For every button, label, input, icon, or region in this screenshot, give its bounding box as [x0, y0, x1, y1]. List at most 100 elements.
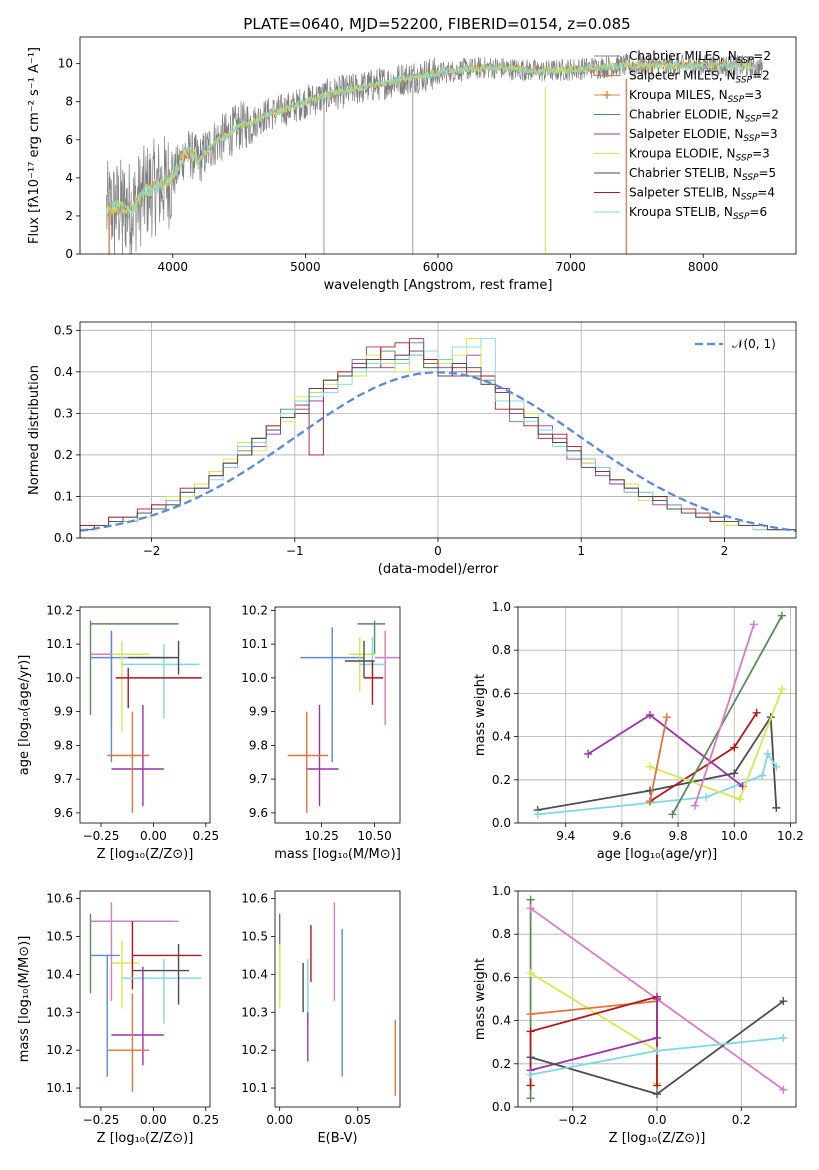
x-axis-label: (data-model)/error [378, 562, 499, 577]
error-bar-point [300, 627, 364, 763]
error-bar-point [374, 630, 400, 726]
legend-label: Salpeter STELIB, NSSP=4 [629, 186, 775, 203]
plot-area-hist [80, 322, 796, 538]
y-tick-label: 10 [58, 57, 73, 71]
panel-hist: −2 −1 0 1 2 0.0 0.1 0.2 0.3 0.4 0.5 (data-model)/er… [27, 321, 797, 577]
error-bar-point [107, 711, 150, 813]
weight-marker [730, 743, 739, 752]
y-tick-label: 10.1 [241, 637, 268, 651]
y-tick-label: 10.1 [241, 1081, 268, 1095]
y-tick-label: 0.1 [54, 489, 73, 503]
weight-marker [526, 1070, 535, 1079]
y-axis-label: mass weight [473, 674, 488, 756]
plot-area-age_z [89, 620, 202, 813]
y-tick-label: 10.2 [241, 1043, 268, 1057]
y-axis-label: mass [log₁₀(M/M⊙)] [17, 936, 32, 1063]
x-tick-label: −0.25 [83, 829, 120, 843]
plot-area-mw_age [518, 607, 796, 823]
weight-marker [653, 995, 661, 1003]
legend-label: 𝒩(0, 1) [732, 337, 776, 351]
histogram-step [80, 350, 796, 538]
x-axis-label: age [log₁₀(age/yr)] [597, 847, 718, 862]
axes-frame [79, 36, 797, 255]
legend-label: Chabrier STELIB, NSSP=5 [629, 166, 776, 183]
error-bar-point [111, 966, 164, 1066]
y-tick-label: 2 [65, 209, 73, 223]
weight-marker [526, 1010, 535, 1019]
y-tick-label: 9.6 [54, 806, 73, 820]
y-axis-label: mass weight [473, 958, 488, 1040]
y-tick-label: 0.8 [492, 643, 511, 657]
weight-marker [772, 803, 781, 812]
x-tick-label: 10.25 [304, 829, 338, 843]
weight-marker [653, 1090, 661, 1099]
weight-marker [777, 685, 786, 694]
weight-series [690, 620, 758, 810]
y-tick-label: 0.2 [492, 1057, 511, 1071]
y-axis-label: Flux [fλ10⁻¹⁷ erg cm⁻² s⁻¹ A⁻¹] [27, 47, 42, 244]
axes-frame [274, 890, 401, 1108]
weight-marker [749, 620, 758, 629]
weight-series [668, 611, 786, 819]
y-tick-label: 0.4 [492, 730, 511, 744]
weight-marker [735, 795, 744, 804]
x-axis-label: wavelength [Angstrom, rest frame] [324, 278, 553, 293]
x-tick-label: 9.6 [612, 829, 631, 843]
x-axis-label: E(B-V) [317, 1131, 357, 1146]
axes-frame [274, 606, 401, 824]
y-tick-label: 1.0 [492, 600, 511, 614]
y-tick-label: 10.2 [241, 603, 268, 617]
panel-mass_z: −0.25 0.00 0.25 10.1 10.2 10.3 10.4 10.5 10.6 Z [… [17, 890, 219, 1146]
weight-marker [752, 708, 761, 717]
weight-line [649, 688, 783, 801]
y-tick-label: 0.3 [54, 406, 73, 420]
weight-marker [779, 997, 788, 1006]
error-bar-point [344, 640, 375, 678]
legend-label: Chabrier MILES, NSSP=2 [629, 49, 771, 66]
y-tick-label: 10.4 [46, 967, 73, 981]
x-tick-label: 0.25 [192, 829, 219, 843]
spectrum-legend: Chabrier MILES, NSSP=2 Salpeter MILES, NS… [594, 49, 779, 222]
y-tick-label: 9.7 [54, 772, 73, 786]
y-tick-label: 8 [65, 95, 73, 109]
weight-line [530, 999, 658, 1072]
weight-marker [779, 1085, 788, 1094]
y-tick-label: 0.0 [492, 816, 511, 830]
weight-marker [772, 762, 781, 771]
y-tick-label: 10.5 [46, 929, 73, 943]
error-bar-point [90, 954, 120, 1077]
y-tick-label: 0.2 [492, 773, 511, 787]
weight-marker [662, 713, 671, 722]
x-axis-label: mass [log₁₀(M/M⊙)] [274, 847, 401, 862]
x-tick-label: 0.00 [140, 829, 167, 843]
axes-frame [79, 321, 797, 539]
y-tick-label: 0.4 [54, 365, 73, 379]
error-bar-point [121, 644, 200, 719]
x-axis-label: Z [log₁₀(Z/Z⊙)] [97, 1131, 194, 1146]
error-bar-point [107, 993, 150, 1092]
weight-line [530, 972, 658, 1084]
model-spectrum-line [106, 60, 757, 219]
y-tick-label: 4 [65, 171, 73, 185]
panel-mass_ebv: 0.00 0.05 10.1 10.2 10.3 10.4 10.5 10.6 E(B-V) [241, 890, 401, 1146]
weight-marker [526, 1027, 535, 1036]
model-spectrum-line [106, 60, 757, 218]
weight-marker [668, 810, 677, 819]
x-tick-label: 0.25 [192, 1113, 219, 1127]
y-tick-label: 0.0 [54, 531, 73, 545]
y-tick-label: 10.2 [46, 603, 73, 617]
y-tick-label: 10.6 [46, 892, 73, 906]
weight-marker [653, 1046, 661, 1055]
normal-curve [80, 371, 796, 532]
y-tick-label: 10.5 [241, 929, 268, 943]
x-tick-label: 6000 [423, 260, 454, 274]
plot-area-age_mass [287, 620, 400, 813]
panel-mw_age: 9.4 9.6 9.8 10.0 10.2 0.0 0.2 0.4 0.6 0.8 1.0 age [… [473, 600, 804, 862]
panel-age_z: −0.25 0.00 0.25 9.6 9.7 9.8 9.9 10.0 10.1 10.2 Z [… [17, 603, 219, 862]
weight-marker [758, 771, 767, 780]
weight-marker [702, 793, 711, 802]
x-tick-label: 2 [721, 544, 729, 558]
legend-label: Kroupa ELODIE, NSSP=3 [629, 147, 770, 164]
weight-line [649, 717, 668, 802]
